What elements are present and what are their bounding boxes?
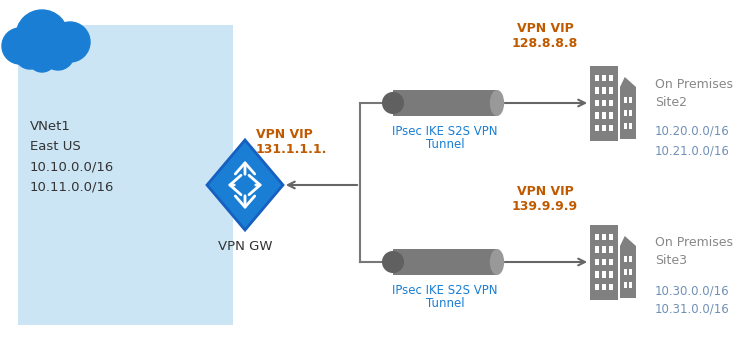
- Bar: [602, 125, 606, 132]
- FancyBboxPatch shape: [18, 25, 233, 325]
- Bar: [594, 112, 600, 119]
- Bar: [623, 110, 627, 116]
- Bar: [602, 283, 606, 290]
- Bar: [623, 97, 627, 103]
- Bar: [629, 256, 632, 262]
- Ellipse shape: [490, 249, 504, 275]
- Bar: [602, 87, 606, 94]
- Circle shape: [15, 39, 45, 69]
- Bar: [629, 97, 632, 103]
- Bar: [629, 282, 632, 288]
- Bar: [609, 112, 614, 119]
- Text: VNet1
East US
10.10.0.0/16
10.11.0.0/16: VNet1 East US 10.10.0.0/16 10.11.0.0/16: [30, 120, 114, 193]
- Bar: [594, 75, 600, 81]
- Bar: [609, 283, 614, 290]
- Bar: [602, 259, 606, 266]
- Text: 139.9.9.9: 139.9.9.9: [512, 200, 578, 213]
- Bar: [602, 112, 606, 119]
- Bar: [620, 246, 636, 298]
- Bar: [609, 99, 614, 106]
- Text: VPN GW: VPN GW: [218, 240, 272, 253]
- Text: Tunnel: Tunnel: [426, 138, 464, 151]
- Bar: [629, 269, 632, 275]
- Bar: [393, 249, 497, 275]
- Circle shape: [2, 28, 38, 64]
- Bar: [602, 271, 606, 278]
- Bar: [623, 269, 627, 275]
- Bar: [594, 246, 600, 253]
- Text: Tunnel: Tunnel: [426, 297, 464, 310]
- Text: 128.8.8.8: 128.8.8.8: [512, 37, 578, 50]
- Bar: [609, 75, 614, 81]
- Bar: [393, 90, 497, 116]
- Bar: [623, 282, 627, 288]
- Bar: [609, 87, 614, 94]
- Polygon shape: [207, 140, 283, 230]
- Bar: [594, 87, 600, 94]
- Ellipse shape: [490, 90, 504, 116]
- Bar: [594, 125, 600, 132]
- Text: IPsec IKE S2S VPN: IPsec IKE S2S VPN: [392, 284, 498, 297]
- Bar: [594, 259, 600, 266]
- Bar: [629, 123, 632, 129]
- Text: 10.30.0.0/16
10.31.0.0/16: 10.30.0.0/16 10.31.0.0/16: [655, 284, 730, 316]
- Text: VPN VIP: VPN VIP: [516, 22, 574, 35]
- Text: 131.1.1.1.: 131.1.1.1.: [256, 143, 328, 156]
- Text: On Premises
Site2: On Premises Site2: [655, 77, 733, 109]
- Bar: [609, 246, 614, 253]
- Bar: [609, 271, 614, 278]
- Bar: [602, 99, 606, 106]
- Bar: [602, 75, 606, 81]
- Bar: [609, 125, 614, 132]
- Bar: [590, 224, 618, 299]
- Bar: [620, 87, 636, 139]
- Circle shape: [28, 44, 56, 72]
- Circle shape: [382, 92, 404, 114]
- Bar: [623, 256, 627, 262]
- Bar: [594, 233, 600, 240]
- Bar: [594, 283, 600, 290]
- Circle shape: [50, 22, 90, 62]
- Bar: [609, 259, 614, 266]
- Circle shape: [42, 38, 74, 70]
- Text: IPsec IKE S2S VPN: IPsec IKE S2S VPN: [392, 125, 498, 138]
- Polygon shape: [620, 77, 636, 87]
- Bar: [609, 233, 614, 240]
- Bar: [629, 110, 632, 116]
- Bar: [594, 271, 600, 278]
- Bar: [590, 66, 618, 141]
- Circle shape: [382, 251, 404, 273]
- Text: VPN VIP: VPN VIP: [256, 128, 313, 141]
- Circle shape: [16, 10, 68, 62]
- Bar: [623, 123, 627, 129]
- Bar: [602, 246, 606, 253]
- Text: 10.20.0.0/16
10.21.0.0/16: 10.20.0.0/16 10.21.0.0/16: [655, 125, 730, 157]
- Text: VPN VIP: VPN VIP: [516, 185, 574, 198]
- Bar: [594, 99, 600, 106]
- Text: On Premises
Site3: On Premises Site3: [655, 237, 733, 267]
- Bar: [602, 233, 606, 240]
- Polygon shape: [620, 236, 636, 246]
